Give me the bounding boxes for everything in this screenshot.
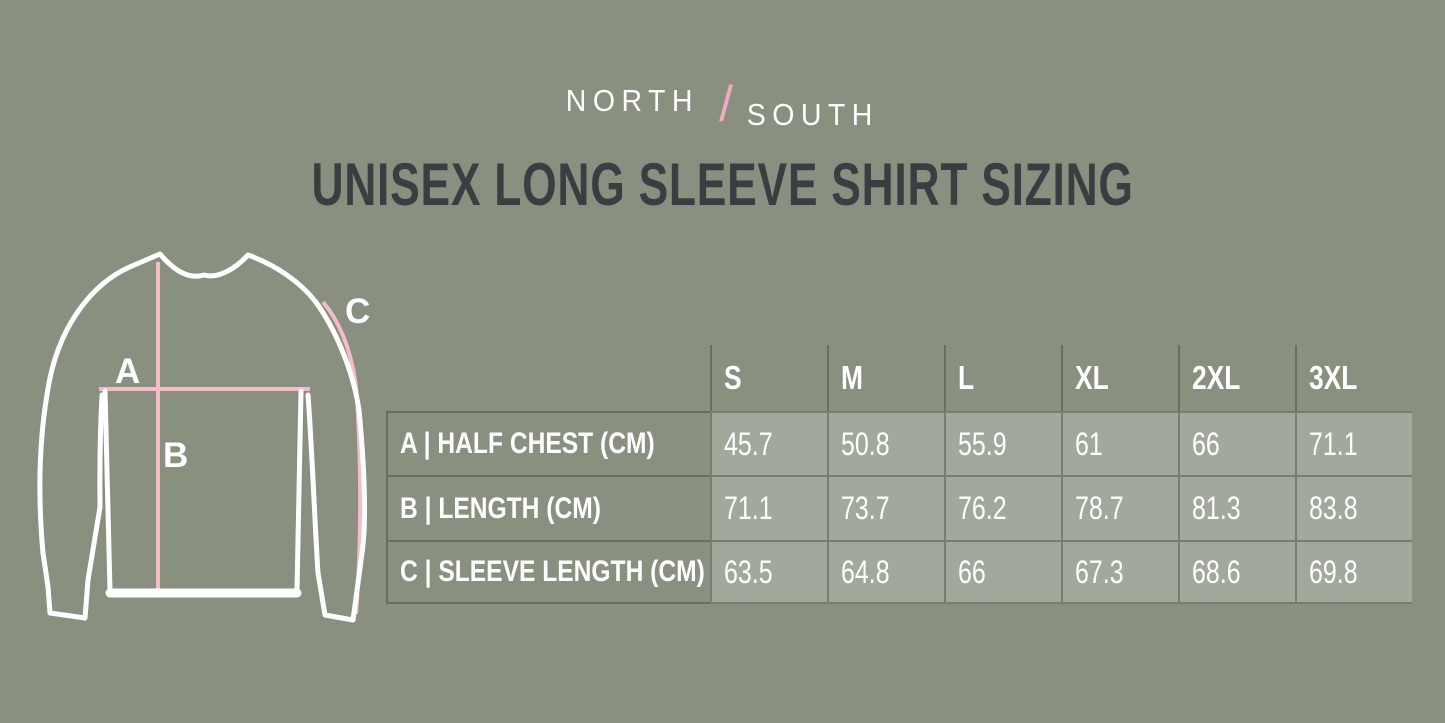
- size-col-header-2xl: 2XL: [1178, 345, 1295, 411]
- value-half-chest-2xl: 66: [1178, 411, 1295, 475]
- value-length-2xl: 81.3: [1178, 475, 1295, 540]
- value-sleeve-length-s: 63.5: [710, 540, 827, 604]
- value-sleeve-length-2xl: 68.6: [1178, 540, 1295, 604]
- brand-north-text: NORTH: [566, 83, 700, 118]
- value-sleeve-length-xl: 67.3: [1061, 540, 1178, 604]
- shirt-measurement-diagram: A B C: [28, 238, 376, 630]
- value-length-3xl: 83.8: [1295, 475, 1412, 540]
- size-col-header-3xl: 3XL: [1295, 345, 1412, 411]
- size-col-header-xl: XL: [1061, 345, 1178, 411]
- value-sleeve-length-l: 66: [944, 540, 1061, 604]
- body-side-line-right: [294, 388, 304, 593]
- value-sleeve-length-m: 64.8: [827, 540, 944, 604]
- size-col-header-m: M: [827, 345, 944, 411]
- value-length-l: 76.2: [944, 475, 1061, 540]
- table-header-spacer: [386, 345, 710, 411]
- sizing-table: S M L XL 2XL 3XL A | HALF CHEST (CM) 45.…: [386, 345, 1412, 604]
- page-title: UNISEX LONG SLEEVE SHIRT SIZING: [311, 151, 1134, 218]
- size-col-header-l: L: [944, 345, 1061, 411]
- value-length-xl: 78.7: [1061, 475, 1178, 540]
- value-length-s: 71.1: [710, 475, 827, 540]
- row-label-half-chest: A | HALF CHEST (CM): [386, 411, 710, 475]
- value-half-chest-s: 45.7: [710, 411, 827, 475]
- diagram-label-a: A: [115, 352, 140, 391]
- brand-slash-divider: /: [719, 76, 734, 132]
- shirt-outline: [37, 251, 368, 623]
- value-half-chest-m: 50.8: [827, 411, 944, 475]
- row-label-length: B | LENGTH (CM): [386, 475, 710, 540]
- diagram-label-c: C: [345, 292, 370, 331]
- body-side-line-left: [102, 388, 113, 593]
- value-length-m: 73.7: [827, 475, 944, 540]
- value-sleeve-length-3xl: 69.8: [1295, 540, 1412, 604]
- brand-logo: NORTH / SOUTH: [0, 76, 1445, 132]
- value-half-chest-3xl: 71.1: [1295, 411, 1412, 475]
- shirt-diagram-svg: A B C: [37, 251, 370, 623]
- value-half-chest-xl: 61: [1061, 411, 1178, 475]
- measurement-lines: [99, 262, 363, 615]
- shirt-perimeter: [37, 251, 368, 623]
- size-col-header-s: S: [710, 345, 827, 411]
- row-label-sleeve-length: C | SLEEVE LENGTH (CM): [386, 540, 710, 604]
- value-half-chest-l: 55.9: [944, 411, 1061, 475]
- brand-south-text: SOUTH: [746, 97, 879, 132]
- diagram-label-b: B: [163, 436, 188, 475]
